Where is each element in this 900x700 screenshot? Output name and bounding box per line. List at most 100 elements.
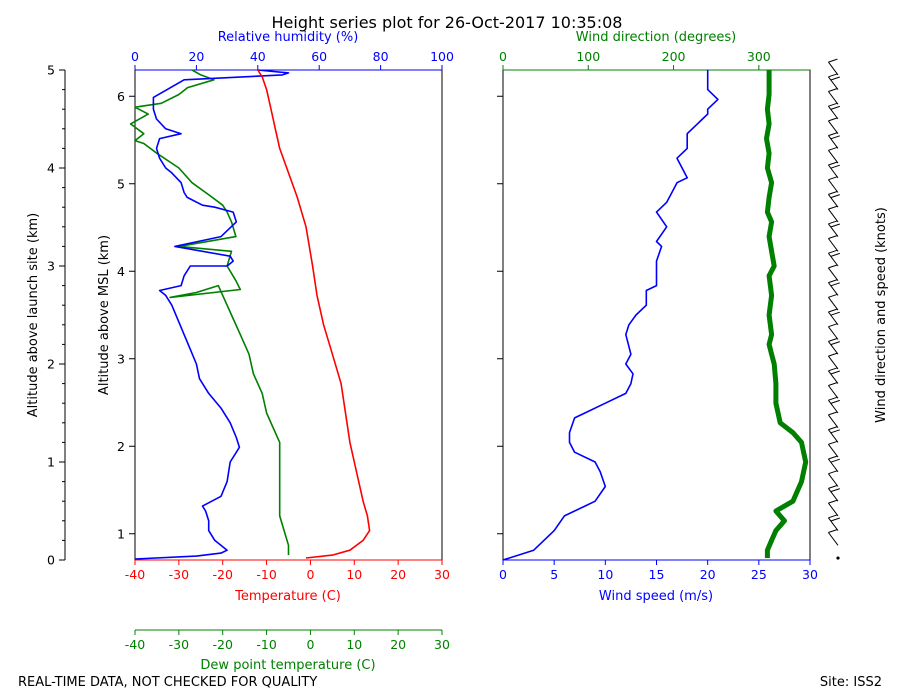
wind-barb-flag: [830, 517, 840, 522]
wind-barb-staff: [828, 443, 839, 458]
wind-speed-axis-tick-label: 20: [700, 567, 716, 582]
wind-barb-flag: [828, 161, 838, 166]
msl-axis-label: Altitude above MSL (km): [97, 235, 112, 395]
msl-axis-tick-label: 1: [117, 526, 125, 541]
wind-barb-flag: [828, 146, 838, 151]
dewpoint-axis-tick-label: -20: [213, 637, 233, 652]
wind-barb-staff: [828, 532, 839, 546]
wind-barb-staff: [828, 282, 839, 296]
humidity-axis-label: Relative humidity (%): [218, 30, 359, 45]
wind-barb-flag: [830, 488, 840, 493]
wind-barb-flag: [828, 205, 838, 210]
wind-barb-flag: [830, 458, 840, 463]
wind-barb-flag: [828, 73, 838, 78]
wind-speed-axis-tick-label: 0: [499, 567, 507, 582]
wind-barb-staff: [828, 150, 839, 164]
humidity-axis-tick-label: 60: [311, 49, 327, 64]
wind-barb-staff: [828, 91, 839, 105]
wind-ticks: 0 5 10 15 20 25 300 100 200 300: [497, 49, 818, 582]
wind-barb-flag: [828, 529, 838, 533]
dewpoint-axis-tick-label: -10: [256, 637, 276, 652]
wind-direction-line: [764, 70, 809, 558]
agl-axis-tick-label: 0: [47, 553, 55, 568]
dewpoint-axis-tick-label: -40: [125, 637, 145, 652]
wind-speed-axis-tick-label: 25: [751, 567, 767, 582]
wind-barb-flag: [828, 426, 838, 431]
wind-barb-flag: [828, 499, 838, 504]
msl-axis-tick-label: 3: [117, 351, 125, 366]
wind-barb-staff: [828, 105, 839, 120]
wind-barb-staff: [828, 517, 839, 531]
wind-barb-flag: [828, 190, 838, 195]
wind-barb-flag: [828, 337, 838, 342]
temperature-axis-tick-label: 10: [346, 567, 362, 582]
wind-speed-line: [502, 70, 719, 561]
thermo-plot-area: [134, 69, 443, 561]
humidity-axis-tick-label: 40: [250, 49, 266, 64]
msl-axis-tick-label: 2: [117, 439, 125, 454]
humidity-axis-tick-label: 0: [131, 49, 139, 64]
wind-barb-staff: [828, 296, 839, 311]
agl-axis-tick-label: 3: [47, 259, 55, 274]
wind-barb-flag: [828, 176, 838, 181]
footer-quality-note: REAL-TIME DATA, NOT CHECKED FOR QUALITY: [18, 675, 317, 690]
dewpoint-line: [129, 69, 290, 556]
thermo-ticks: 0 20 40 60 80 100-40 -30 -20 -10 0 10 20 30-40 -30 -20…: [47, 49, 454, 652]
wind-barb-flag: [828, 308, 838, 313]
wind-barb-flag: [830, 341, 840, 346]
wind-barb-flag: [830, 223, 840, 228]
wind-barb-flag: [830, 105, 840, 110]
wind-barb-staff: [828, 429, 839, 443]
wind-barb-flag: [830, 252, 840, 257]
wind-dir-axis-tick-label: 300: [747, 49, 771, 64]
thermo-lines: [129, 69, 371, 560]
figure-title: Height series plot for 26-Oct-2017 10:35…: [272, 13, 623, 32]
wind-speed-axis-tick-label: 15: [649, 567, 665, 582]
wind-barb-flag: [828, 249, 838, 254]
temperature-axis-tick-label: -20: [213, 567, 233, 582]
wind-barb-staff: [828, 76, 839, 90]
wind-barb-staff: [828, 502, 839, 517]
wind-barb-flag: [828, 293, 838, 298]
wind-barb-flag: [830, 194, 840, 199]
dewpoint-axis-tick-label: 0: [306, 637, 314, 652]
wind-barb-flag: [830, 282, 840, 287]
wind-barb-staff: [828, 370, 839, 384]
humidity-line: [134, 69, 290, 560]
wind-barb-flag: [830, 370, 840, 375]
wind-lines: [502, 70, 809, 561]
wind-barb-flag: [828, 235, 838, 239]
wind-barb-flag: [828, 396, 838, 401]
wind-barb-flag: [828, 455, 838, 460]
msl-axis-tick-label: 5: [117, 176, 125, 191]
agl-axis-tick-label: 4: [47, 161, 55, 176]
temperature-axis-tick-label: 20: [390, 567, 406, 582]
msl-axis-tick-label: 4: [117, 264, 125, 279]
wind-speed-axis-tick-label: 30: [802, 567, 818, 582]
wind-barb-staff: [828, 355, 839, 370]
wind-barb-staff: [828, 473, 839, 487]
wind-barb-flag: [828, 88, 838, 92]
wind-barb-staff: [828, 311, 839, 326]
wind-barb-flag: [828, 279, 838, 284]
wind-barb-flag: [828, 220, 838, 225]
wind-speed-axis-tick-label: 10: [597, 567, 613, 582]
wind-barb-flag: [828, 484, 838, 489]
wind-barb-staff: [828, 326, 839, 340]
agl-axis-tick-label: 1: [47, 455, 55, 470]
temperature-axis-tick-label: -10: [256, 567, 276, 582]
wind-barb-flag: [830, 164, 840, 169]
wind-barb-staff: [828, 267, 839, 282]
wind-barb-staff: [828, 341, 839, 355]
wind-barb-flag: [830, 429, 840, 434]
wind-barb-flag: [828, 323, 838, 328]
humidity-axis-tick-label: 100: [430, 49, 454, 64]
wind-barb-calm: [836, 556, 840, 560]
wind-speed-axis-label: Wind speed (m/s): [599, 589, 713, 604]
temperature-axis-tick-label: 0: [306, 567, 314, 582]
temperature-axis-tick-label: -40: [125, 567, 145, 582]
wind-dir-axis-tick-label: 100: [576, 49, 600, 64]
wind-barb-flag: [828, 264, 838, 269]
wind-dir-axis-tick-label: 200: [662, 49, 686, 64]
wind-barb-staff: [828, 120, 839, 134]
